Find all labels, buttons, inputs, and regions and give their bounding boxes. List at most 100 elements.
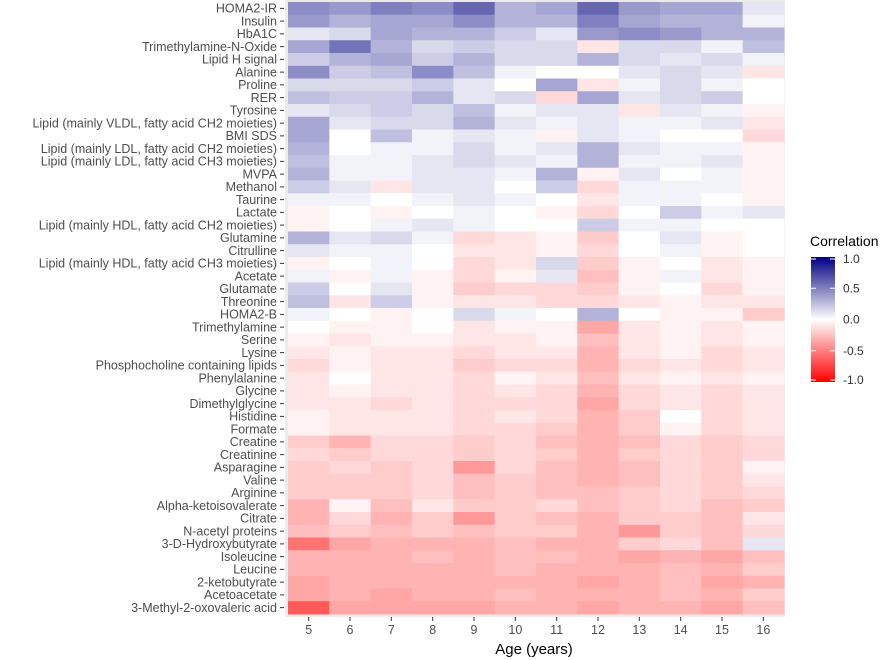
heatmap-cell (370, 537, 413, 551)
heatmap-cell (742, 410, 785, 424)
heatmap-cell (536, 14, 578, 28)
heatmap-cell (370, 104, 413, 118)
heatmap-cell (701, 486, 744, 500)
heatmap-cell (742, 499, 785, 513)
heatmap-cell (288, 206, 330, 220)
heatmap-cell (701, 155, 744, 169)
heatmap-cell (536, 27, 578, 41)
heatmap-cell (288, 397, 330, 411)
heatmap-cell (494, 384, 537, 398)
heatmap-cell (329, 499, 372, 513)
x-tick-label: 10 (508, 623, 522, 637)
heatmap-cell (494, 320, 537, 334)
heatmap-cell (453, 320, 496, 334)
heatmap-cell (412, 129, 454, 143)
heatmap-cell (370, 244, 413, 258)
heatmap-cell (536, 410, 578, 424)
heatmap-cell (288, 601, 330, 615)
heatmap-cells (288, 2, 785, 615)
heatmap-cell (494, 524, 537, 538)
heatmap-cell (701, 282, 744, 296)
heatmap-cell (412, 53, 454, 67)
heatmap-cell (370, 473, 413, 487)
heatmap-cell (701, 269, 744, 283)
heatmap-cell (329, 27, 372, 41)
heatmap-cell (618, 422, 661, 436)
heatmap-cell (412, 104, 454, 118)
heatmap-cell (577, 282, 620, 296)
heatmap-cell (618, 2, 661, 16)
heatmap-cell (370, 575, 413, 589)
heatmap-cell (577, 53, 620, 67)
heatmap-cell (453, 155, 496, 169)
heatmap-cell (453, 435, 496, 449)
heatmap-cell (329, 91, 372, 105)
heatmap-cell (536, 180, 578, 194)
heatmap-cell (288, 269, 330, 283)
heatmap-cell (370, 155, 413, 169)
heatmap-cell (618, 295, 661, 309)
heatmap-cell (453, 206, 496, 220)
heatmap-cell (618, 129, 661, 143)
heatmap-cell (329, 346, 372, 360)
heatmap-cell (494, 537, 537, 551)
heatmap-cell (660, 193, 702, 207)
heatmap-cell (701, 550, 744, 564)
heatmap-cell (618, 575, 661, 589)
heatmap-cell (412, 65, 454, 79)
heatmap-cell (412, 78, 454, 92)
heatmap-cell (329, 206, 372, 220)
heatmap-cell (329, 78, 372, 92)
y-tick-label: HbA1C (237, 27, 277, 41)
y-tick-label: 2-ketobutyrate (197, 575, 277, 589)
heatmap-cell (494, 27, 537, 41)
heatmap-cell (288, 40, 330, 54)
heatmap-cell (660, 2, 702, 16)
heatmap-cell (494, 397, 537, 411)
heatmap-cell (329, 282, 372, 296)
heatmap-cell (618, 448, 661, 462)
heatmap-cell (660, 14, 702, 28)
heatmap-cell (412, 461, 454, 475)
heatmap-cell (288, 142, 330, 156)
heatmap-cell (618, 14, 661, 28)
heatmap-cell (701, 333, 744, 347)
y-tick-label: Creatine (230, 435, 277, 449)
heatmap-cell (660, 129, 702, 143)
heatmap-cell (660, 601, 702, 615)
heatmap-cell (742, 473, 785, 487)
heatmap-cell (288, 155, 330, 169)
heatmap-cell (660, 244, 702, 258)
heatmap-cell (701, 244, 744, 258)
heatmap-cell (742, 282, 785, 296)
heatmap-cell (370, 601, 413, 615)
y-tick-label: Acetoacetate (204, 588, 277, 602)
heatmap-cell (660, 27, 702, 41)
heatmap-cell (412, 537, 454, 551)
heatmap-cell (536, 257, 578, 271)
heatmap-cell (370, 550, 413, 564)
heatmap-cell (494, 435, 537, 449)
heatmap-cell (288, 257, 330, 271)
heatmap-cell (618, 65, 661, 79)
heatmap-cell (370, 524, 413, 538)
heatmap-cell (370, 320, 413, 334)
heatmap-cell (742, 91, 785, 105)
heatmap-cell (453, 218, 496, 232)
heatmap-cell (660, 206, 702, 220)
heatmap-cell (618, 231, 661, 245)
heatmap-cell (329, 537, 372, 551)
heatmap-cell (742, 269, 785, 283)
heatmap-cell (329, 231, 372, 245)
y-tick-label: RER (251, 91, 277, 105)
heatmap-cell (742, 384, 785, 398)
heatmap-cell (288, 2, 330, 16)
y-tick-label: Alpha-ketoisovalerate (157, 499, 277, 513)
heatmap-cell (412, 257, 454, 271)
heatmap-cell (288, 473, 330, 487)
heatmap-cell (329, 359, 372, 373)
heatmap-cell (453, 129, 496, 143)
heatmap-cell (329, 116, 372, 130)
heatmap-cell (288, 461, 330, 475)
heatmap-cell (536, 320, 578, 334)
